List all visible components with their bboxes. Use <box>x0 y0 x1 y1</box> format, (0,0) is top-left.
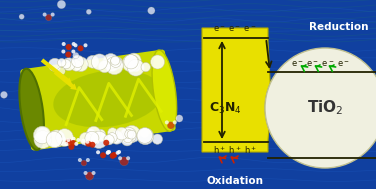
Circle shape <box>48 130 65 147</box>
Circle shape <box>66 138 70 142</box>
Circle shape <box>72 42 76 46</box>
PathPatch shape <box>202 28 273 152</box>
Circle shape <box>62 42 66 46</box>
Circle shape <box>120 157 129 166</box>
Circle shape <box>152 134 162 144</box>
Circle shape <box>107 133 117 143</box>
Circle shape <box>85 131 99 145</box>
Circle shape <box>86 55 99 68</box>
Circle shape <box>85 172 94 180</box>
Circle shape <box>36 128 49 140</box>
Circle shape <box>96 140 99 144</box>
Circle shape <box>120 127 136 144</box>
Circle shape <box>165 120 169 124</box>
Circle shape <box>72 137 76 141</box>
Circle shape <box>105 57 123 75</box>
Circle shape <box>66 139 72 145</box>
Circle shape <box>0 91 8 98</box>
Circle shape <box>173 120 177 124</box>
Circle shape <box>265 48 376 168</box>
Circle shape <box>150 55 165 69</box>
Circle shape <box>117 150 121 154</box>
Circle shape <box>51 12 55 17</box>
FancyArrow shape <box>54 70 77 90</box>
Text: Oxidation: Oxidation <box>206 176 264 186</box>
Circle shape <box>127 59 144 76</box>
Circle shape <box>110 131 124 144</box>
Circle shape <box>45 14 52 21</box>
Circle shape <box>58 58 66 67</box>
Circle shape <box>91 54 108 70</box>
Circle shape <box>125 130 133 139</box>
Circle shape <box>103 53 118 69</box>
Circle shape <box>111 152 117 158</box>
Circle shape <box>137 128 153 143</box>
Circle shape <box>71 50 75 53</box>
Circle shape <box>61 59 71 69</box>
FancyBboxPatch shape <box>20 50 176 150</box>
Circle shape <box>103 140 109 146</box>
Circle shape <box>68 144 74 150</box>
Circle shape <box>33 126 51 144</box>
Circle shape <box>122 55 139 72</box>
Circle shape <box>79 132 92 145</box>
Circle shape <box>131 61 141 72</box>
Circle shape <box>89 142 96 148</box>
FancyArrow shape <box>41 58 72 84</box>
Circle shape <box>148 7 155 14</box>
Circle shape <box>34 131 52 149</box>
Circle shape <box>78 158 82 162</box>
Text: h$^+$ h$^+$ h$^+$: h$^+$ h$^+$ h$^+$ <box>213 144 257 156</box>
Circle shape <box>111 57 121 67</box>
Circle shape <box>140 129 149 137</box>
Circle shape <box>81 139 85 143</box>
Circle shape <box>112 58 122 68</box>
Circle shape <box>123 125 140 143</box>
Circle shape <box>85 141 91 147</box>
Circle shape <box>56 129 73 146</box>
Circle shape <box>73 52 79 59</box>
Circle shape <box>96 129 106 139</box>
Circle shape <box>76 138 80 142</box>
Circle shape <box>141 62 150 72</box>
Text: e$^-$ e$^-$ e$^-$: e$^-$ e$^-$ e$^-$ <box>213 24 257 34</box>
Circle shape <box>111 57 123 69</box>
Circle shape <box>62 58 75 71</box>
Circle shape <box>74 142 78 146</box>
Circle shape <box>105 57 120 72</box>
Circle shape <box>81 160 87 166</box>
Circle shape <box>65 52 71 57</box>
Circle shape <box>71 55 84 67</box>
Circle shape <box>100 152 106 158</box>
Circle shape <box>167 122 174 129</box>
Text: TiO$_2$: TiO$_2$ <box>307 99 343 117</box>
Circle shape <box>91 171 96 175</box>
Circle shape <box>116 151 120 155</box>
Circle shape <box>70 140 76 146</box>
Circle shape <box>86 158 90 162</box>
Circle shape <box>19 14 24 19</box>
Circle shape <box>121 134 133 146</box>
Circle shape <box>106 151 110 155</box>
Circle shape <box>115 127 128 140</box>
Circle shape <box>66 44 72 50</box>
Text: e$^-$ e$^-$ e$^-$ e$^-$: e$^-$ e$^-$ e$^-$ e$^-$ <box>291 59 349 69</box>
Circle shape <box>110 132 120 142</box>
Circle shape <box>91 139 96 143</box>
Circle shape <box>64 142 68 146</box>
Circle shape <box>104 135 114 145</box>
Circle shape <box>110 153 116 159</box>
Circle shape <box>118 156 122 160</box>
Circle shape <box>73 57 88 72</box>
Circle shape <box>176 115 183 122</box>
Circle shape <box>107 150 111 154</box>
Text: Reduction: Reduction <box>308 22 368 32</box>
Circle shape <box>62 137 66 141</box>
Circle shape <box>73 43 77 47</box>
Circle shape <box>58 67 65 75</box>
Circle shape <box>108 128 117 138</box>
Circle shape <box>90 131 108 148</box>
Circle shape <box>106 150 110 154</box>
Circle shape <box>70 60 82 71</box>
